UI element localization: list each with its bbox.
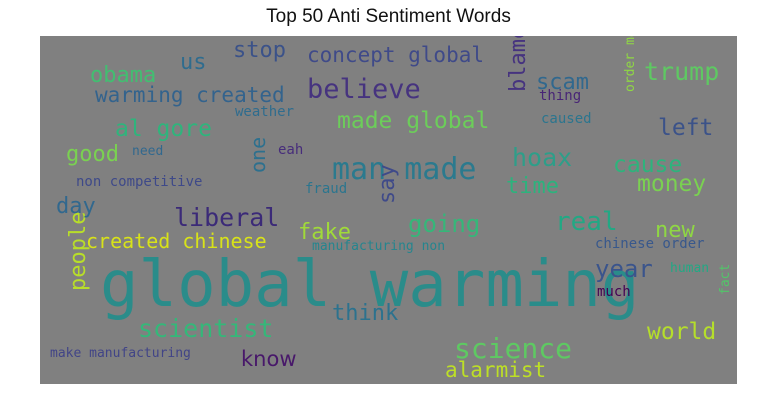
word-one: one bbox=[246, 137, 270, 173]
word-fraud: fraud bbox=[305, 181, 347, 197]
word-order-make: order make bbox=[623, 36, 638, 92]
word-scam: scam bbox=[536, 70, 589, 95]
word-non-competitive: non competitive bbox=[76, 174, 202, 190]
word-eah: eah bbox=[278, 142, 303, 158]
word-alarmist: alarmist bbox=[445, 358, 546, 382]
word-fake: fake bbox=[298, 220, 351, 245]
word-liberal: liberal bbox=[174, 203, 279, 232]
chart-title: Top 50 Anti Sentiment Words bbox=[266, 6, 511, 27]
word-cause: cause bbox=[613, 152, 682, 178]
word-good: good bbox=[66, 142, 119, 167]
word-thing: thing bbox=[539, 88, 581, 104]
word-stop: stop bbox=[233, 38, 286, 63]
word-believe: believe bbox=[307, 74, 421, 105]
word-created-chinese: created chinese bbox=[86, 229, 267, 253]
word-going: going bbox=[408, 210, 480, 238]
word-caused: caused bbox=[541, 111, 592, 127]
word-need: need bbox=[132, 144, 163, 159]
word-people: people bbox=[66, 212, 91, 291]
word-world: world bbox=[647, 319, 716, 345]
word-cloud-canvas: global warming man made believe science trum… bbox=[50, 36, 733, 382]
word-scientist: scientist bbox=[138, 314, 273, 343]
word-time: time bbox=[506, 174, 559, 199]
word-year: year bbox=[595, 255, 653, 283]
word-make-manufacturing: make manufacturing bbox=[50, 346, 191, 361]
word-new: new bbox=[655, 218, 695, 243]
word-cloud: global warming man made believe science trum… bbox=[40, 36, 737, 384]
word-chinese-order: chinese order bbox=[595, 236, 705, 252]
word-made-global: made global bbox=[337, 108, 489, 134]
word-real: real bbox=[555, 207, 618, 237]
word-money: money bbox=[637, 171, 706, 197]
word-science: science bbox=[454, 332, 572, 365]
word-much: much bbox=[597, 284, 631, 300]
word-say: say bbox=[375, 164, 400, 204]
word-al-gore: al gore bbox=[115, 116, 212, 142]
word-left: left bbox=[658, 115, 713, 141]
word-weather: weather bbox=[235, 104, 294, 120]
word-blame: blame bbox=[506, 36, 531, 92]
word-obama: obama bbox=[90, 63, 156, 88]
word-concept-global: concept global bbox=[307, 43, 484, 67]
word-human: human bbox=[670, 261, 709, 276]
word-day: day bbox=[56, 194, 96, 219]
word-know: know bbox=[241, 347, 297, 371]
word-fact: fact bbox=[718, 264, 733, 295]
word-trump: trump bbox=[644, 57, 719, 86]
word-manufacturing-non: manufacturing non bbox=[312, 239, 445, 254]
word-hoax: hoax bbox=[512, 143, 572, 172]
word-us: us bbox=[180, 50, 207, 75]
word-warming-created: warming created bbox=[95, 83, 285, 107]
word-think: think bbox=[332, 301, 398, 326]
word-global-warming: global warming bbox=[100, 248, 639, 322]
word-man-made: man made bbox=[332, 152, 477, 187]
